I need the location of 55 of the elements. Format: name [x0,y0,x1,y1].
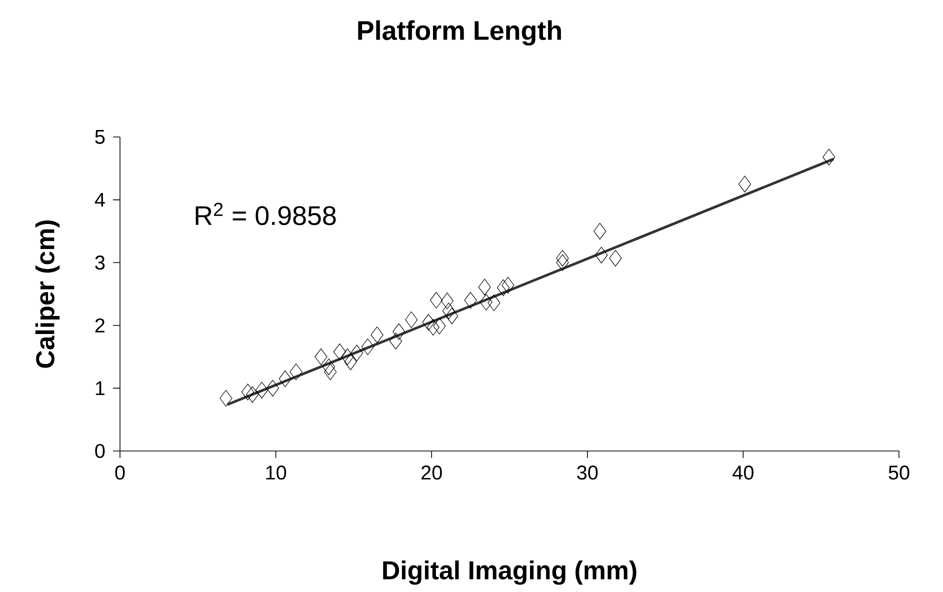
point [464,292,477,309]
point [609,250,622,267]
point [440,292,454,310]
point [594,222,606,240]
point [241,384,254,400]
x-tick-label: 50 [888,466,910,480]
point [344,354,357,370]
chart-title: Platform Length [358,20,561,46]
point [324,364,337,380]
y-axis-title: Caliper (cm) [35,220,60,368]
point [255,382,268,398]
point [502,276,514,294]
point [314,348,328,366]
y-tick-label: 2 [95,318,104,332]
point [496,279,510,296]
point [266,380,279,397]
y-tick-label: 3 [95,256,105,270]
point [341,348,354,366]
point [426,318,440,336]
point [478,278,491,296]
x-axis-title: Digital Imaging (mm) [383,560,636,585]
point [556,250,569,267]
x-tick-label: 10 [266,466,286,480]
y-tick-label: 1 [96,381,105,396]
point [405,311,418,328]
point [350,344,364,362]
point [556,254,569,271]
point [595,246,608,264]
point [433,318,446,334]
point [442,302,456,320]
point [822,148,836,166]
point [246,386,259,403]
point [370,326,384,344]
annotation: R$^{2}$ = 0.9858 [196,202,336,226]
point [488,294,500,312]
y-tick-label: 4 [94,192,105,207]
point [220,390,232,407]
point [446,308,458,324]
point [480,294,492,310]
point [361,338,374,356]
point [430,292,443,309]
x-tick-label: 0 [115,466,125,480]
y-tick-label: 5 [95,130,105,144]
x-tick-label: 30 [577,466,598,480]
point [333,343,346,360]
point [392,323,406,340]
point [389,332,402,350]
y-tick-label: 0 [95,444,105,458]
point [322,358,336,376]
x-tick-label: 40 [732,466,754,480]
point [738,176,752,192]
point [422,314,435,331]
point [278,370,292,388]
point [290,364,302,380]
x-tick-label: 20 [422,466,442,480]
